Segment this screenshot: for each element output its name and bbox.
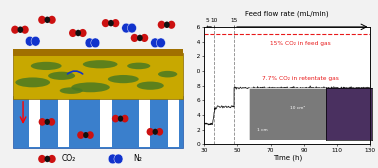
Ellipse shape: [108, 75, 139, 83]
Ellipse shape: [60, 87, 83, 94]
Ellipse shape: [121, 115, 129, 122]
Ellipse shape: [137, 82, 164, 90]
Ellipse shape: [17, 26, 23, 33]
Ellipse shape: [15, 77, 50, 87]
Ellipse shape: [87, 131, 94, 139]
Bar: [29, 97, 40, 147]
Bar: [14, 49, 183, 56]
Ellipse shape: [156, 38, 166, 48]
Ellipse shape: [114, 154, 123, 164]
Bar: [139, 97, 150, 147]
Ellipse shape: [31, 62, 62, 70]
Ellipse shape: [147, 128, 154, 136]
Ellipse shape: [79, 29, 87, 37]
Ellipse shape: [127, 63, 150, 69]
Ellipse shape: [118, 116, 123, 122]
Ellipse shape: [38, 155, 46, 163]
Ellipse shape: [83, 60, 118, 68]
Y-axis label: CO₂ concentration (%): CO₂ concentration (%): [185, 48, 192, 123]
Ellipse shape: [102, 19, 109, 27]
Ellipse shape: [25, 36, 34, 46]
Ellipse shape: [141, 34, 148, 42]
Ellipse shape: [69, 29, 77, 37]
Bar: [58, 97, 69, 147]
Ellipse shape: [71, 82, 110, 92]
Ellipse shape: [131, 34, 138, 42]
Ellipse shape: [83, 132, 88, 138]
Ellipse shape: [156, 128, 163, 136]
Ellipse shape: [39, 118, 46, 126]
Ellipse shape: [77, 131, 84, 139]
Ellipse shape: [45, 119, 50, 125]
Ellipse shape: [91, 38, 100, 48]
Ellipse shape: [48, 16, 56, 24]
Bar: [100, 97, 112, 147]
Bar: [14, 53, 183, 99]
Ellipse shape: [150, 38, 160, 48]
Ellipse shape: [127, 23, 136, 33]
Ellipse shape: [48, 155, 56, 163]
Text: 7.7% CO₂ in retentate gas: 7.7% CO₂ in retentate gas: [262, 76, 339, 81]
Ellipse shape: [108, 154, 117, 164]
Ellipse shape: [75, 30, 81, 36]
Ellipse shape: [167, 21, 175, 29]
Ellipse shape: [158, 21, 165, 29]
Ellipse shape: [45, 17, 50, 23]
Ellipse shape: [21, 26, 29, 34]
Text: CO₂: CO₂: [62, 154, 76, 163]
Ellipse shape: [48, 72, 75, 80]
Ellipse shape: [108, 20, 114, 26]
Ellipse shape: [137, 35, 143, 41]
Text: N₂: N₂: [133, 154, 142, 163]
Ellipse shape: [85, 38, 94, 48]
Ellipse shape: [38, 16, 46, 24]
Ellipse shape: [164, 22, 170, 28]
Ellipse shape: [112, 115, 119, 122]
Ellipse shape: [122, 23, 131, 33]
Ellipse shape: [45, 156, 50, 162]
Bar: [167, 97, 179, 147]
Ellipse shape: [48, 118, 55, 126]
Ellipse shape: [153, 129, 158, 135]
X-axis label: Time (h): Time (h): [273, 154, 302, 161]
Bar: [14, 96, 183, 148]
Text: 15% CO₂ in feed gas: 15% CO₂ in feed gas: [270, 40, 331, 46]
X-axis label: Feed flow rate (mL/min): Feed flow rate (mL/min): [245, 11, 329, 17]
Ellipse shape: [158, 71, 177, 77]
Ellipse shape: [31, 36, 40, 46]
Ellipse shape: [11, 26, 19, 34]
Ellipse shape: [112, 19, 119, 27]
